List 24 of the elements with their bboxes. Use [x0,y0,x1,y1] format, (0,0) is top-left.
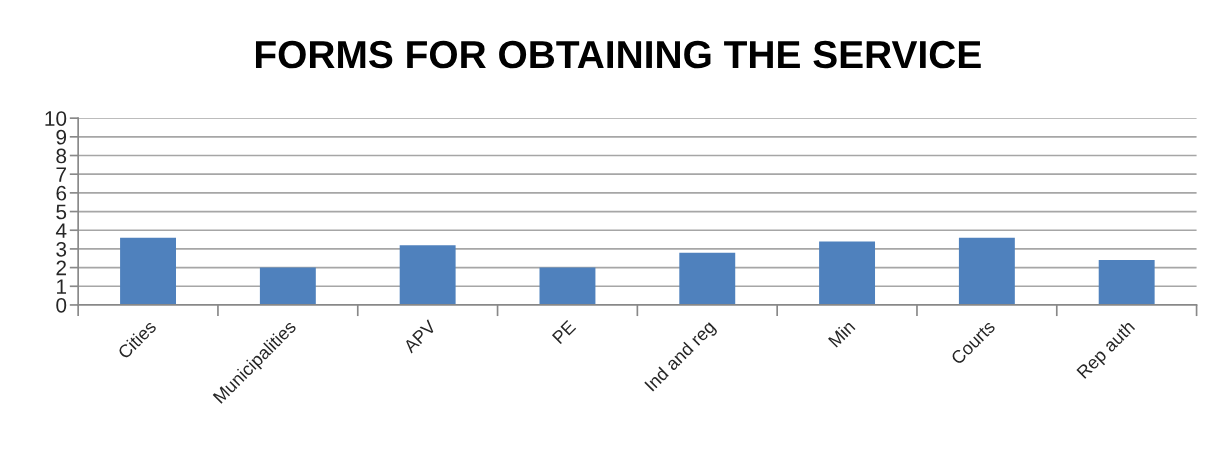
y-tick-label: 0 [56,297,67,313]
bar [399,245,456,305]
bar [539,267,596,305]
y-tick-label: 7 [56,167,66,182]
bar [819,241,876,305]
bar [958,237,1015,305]
chart-title: FORMS FOR OBTAINING THE SERVICE [255,40,981,69]
y-tick-label: 9 [56,129,67,145]
y-tick-label: 10 [45,111,67,126]
x-tick-label: Ind and reg [643,319,719,395]
x-tick-label: Min [827,319,856,348]
x-tick-label: Rep auth [1075,319,1138,382]
y-tick-label: 1 [57,279,67,294]
bar [1098,260,1155,305]
y-tick-label: 4 [55,223,67,238]
y-tick-label: 3 [56,241,67,257]
y-tick-label: 6 [56,185,67,201]
bar [259,267,316,305]
y-tick-label: 2 [56,260,66,276]
y-tick-label: 8 [56,148,67,164]
bar [679,252,736,305]
y-tick-label: 5 [56,204,67,220]
bar [120,237,177,305]
x-tick-label: PE [551,319,577,345]
